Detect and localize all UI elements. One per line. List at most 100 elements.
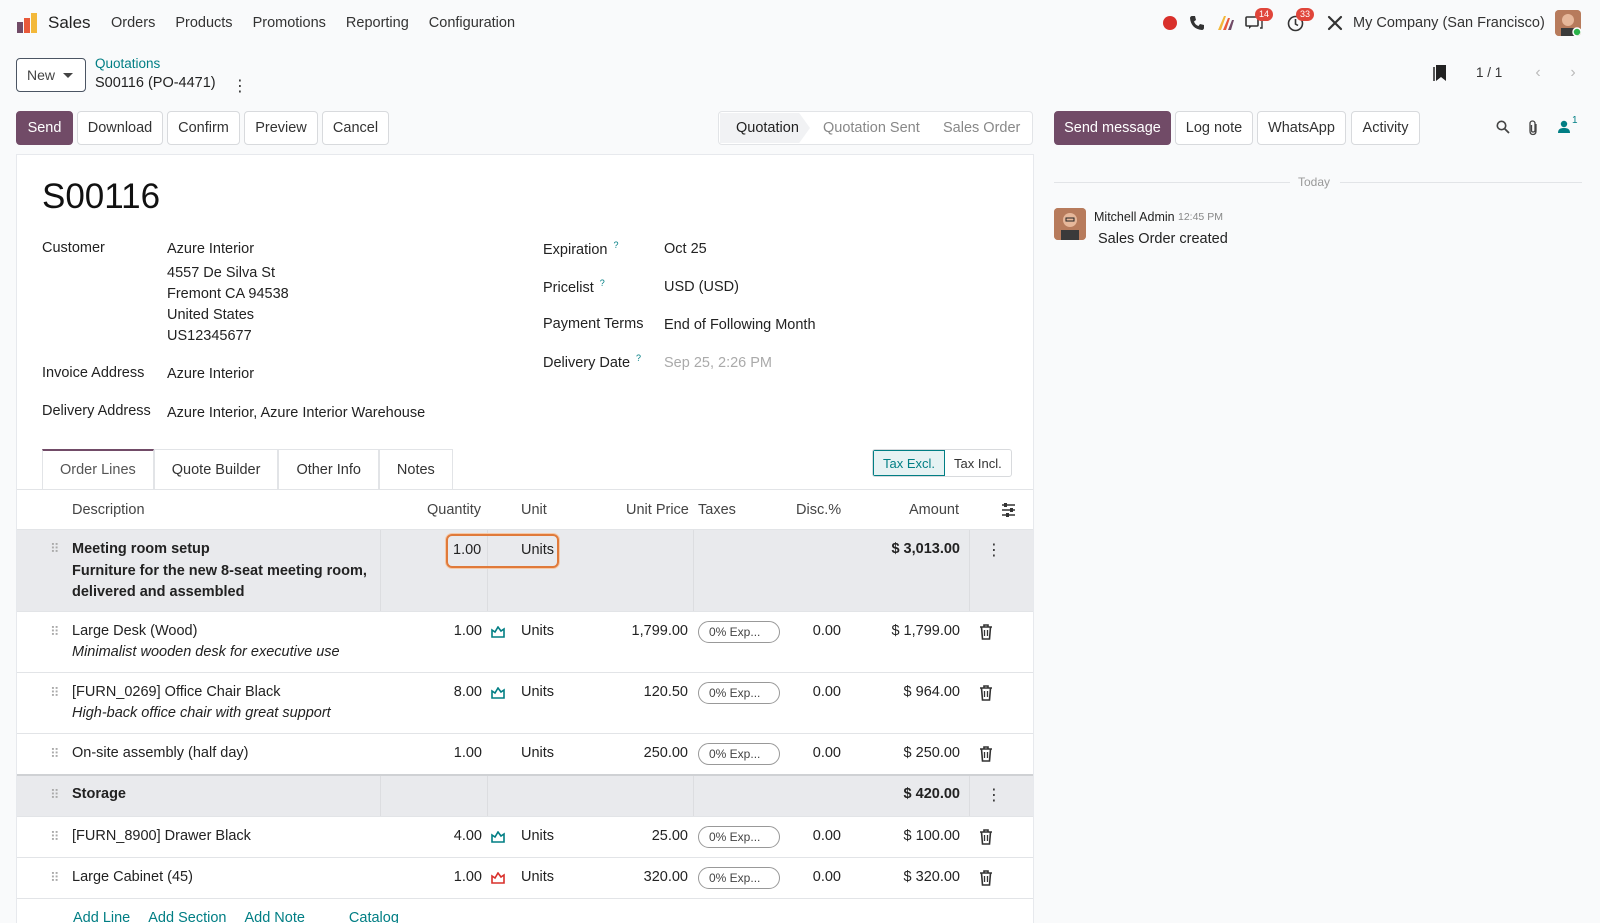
new-button[interactable]: New	[16, 58, 86, 92]
product-name[interactable]: [FURN_8900] Drawer Black	[72, 828, 251, 844]
add-section-link[interactable]: Add Section	[148, 910, 227, 923]
section-qty-unit-editor[interactable]	[446, 534, 559, 568]
delete-line-trash-icon[interactable]	[979, 829, 993, 845]
drag-handle-icon[interactable]: ⠿	[50, 541, 59, 556]
drag-handle-icon[interactable]: ⠿	[50, 829, 59, 844]
activity-clock-icon[interactable]: 33	[1286, 8, 1315, 32]
help-tooltip-icon[interactable]: ?	[599, 278, 605, 288]
breadcrumb-quotations[interactable]: Quotations	[95, 56, 161, 71]
unit-price-cell[interactable]: 320.00	[643, 869, 688, 885]
message-author-avatar[interactable]	[1054, 208, 1086, 240]
tax-tag[interactable]: 0% Exp...	[698, 682, 780, 704]
menu-reporting[interactable]: Reporting	[345, 15, 409, 31]
search-icon[interactable]	[1496, 120, 1510, 134]
unit-price-cell[interactable]: 120.50	[643, 684, 688, 700]
col-quantity[interactable]: Quantity	[427, 502, 481, 518]
payment-terms-field[interactable]: End of Following Month	[664, 317, 816, 333]
drag-handle-icon[interactable]: ⠿	[50, 624, 59, 639]
discount-cell[interactable]: 0.00	[812, 745, 841, 761]
quantity-cell[interactable]: 1.00	[453, 623, 482, 639]
table-row-section[interactable]	[17, 529, 1033, 612]
tax-tag[interactable]: 0% Exp...	[698, 826, 780, 848]
sales-app-icon[interactable]	[16, 12, 38, 34]
tax-excluded-button[interactable]: Tax Excl.	[873, 450, 946, 476]
unit-cell[interactable]: Units	[521, 623, 555, 639]
section-description[interactable]: Furniture for the new 8-seat meeting roo…	[72, 563, 367, 579]
pricelist-field[interactable]: USD (USD)	[664, 279, 739, 295]
section-name[interactable]: Meeting room setup	[72, 541, 210, 557]
attachment-paperclip-icon[interactable]	[1527, 120, 1539, 136]
quantity-cell[interactable]: 4.00	[453, 828, 482, 844]
phone-icon[interactable]	[1188, 14, 1206, 32]
add-note-link[interactable]: Add Note	[244, 910, 305, 923]
help-tooltip-icon[interactable]: ?	[636, 353, 642, 363]
log-note-button[interactable]: Log note	[1175, 111, 1253, 145]
product-description[interactable]: Minimalist wooden desk for executive use	[72, 644, 340, 660]
whatsapp-button[interactable]: WhatsApp	[1257, 111, 1346, 145]
drag-handle-icon[interactable]: ⠿	[50, 787, 59, 802]
product-description[interactable]: High-back office chair with great suppor…	[72, 705, 331, 721]
stock-forecast-icon[interactable]	[491, 831, 505, 843]
table-row[interactable]	[17, 611, 1033, 672]
drag-handle-icon[interactable]: ⠿	[50, 870, 59, 885]
section-description[interactable]: delivered and assembled	[72, 584, 245, 600]
pager-previous-button[interactable]: ‹	[1521, 58, 1555, 88]
drag-handle-icon[interactable]: ⠿	[50, 685, 59, 700]
stock-forecast-icon[interactable]	[491, 687, 505, 699]
col-discount[interactable]: Disc.%	[796, 502, 842, 518]
unit-cell[interactable]: Units	[521, 684, 555, 700]
help-tooltip-icon[interactable]: ?	[613, 240, 619, 250]
unit-cell[interactable]: Units	[521, 828, 555, 844]
quantity-cell[interactable]: 8.00	[453, 684, 482, 700]
tax-tag[interactable]: 0% Exp...	[698, 867, 780, 889]
stock-forecast-icon[interactable]	[491, 626, 505, 638]
recording-icon[interactable]	[1161, 14, 1179, 32]
invoice-address-field[interactable]: Azure Interior	[167, 366, 255, 382]
table-row-section[interactable]	[17, 774, 1033, 816]
product-name[interactable]: On-site assembly (half day)	[72, 745, 249, 761]
menu-products[interactable]: Products	[175, 15, 233, 31]
cancel-button[interactable]: Cancel	[322, 111, 389, 145]
tab-notes[interactable]: Notes	[378, 449, 453, 489]
delete-line-trash-icon[interactable]	[979, 746, 993, 762]
optional-columns-icon[interactable]	[1001, 503, 1016, 517]
delete-line-trash-icon[interactable]	[979, 624, 993, 640]
unit-cell[interactable]: Units	[521, 745, 555, 761]
menu-orders[interactable]: Orders	[111, 15, 156, 31]
status-quotation-sent[interactable]: Quotation Sent	[823, 120, 920, 136]
section-menu-kebab-icon[interactable]: ⋮	[986, 542, 1002, 559]
download-button[interactable]: Download	[77, 111, 163, 145]
user-avatar[interactable]	[1555, 10, 1581, 36]
discount-cell[interactable]: 0.00	[812, 869, 841, 885]
product-name[interactable]: [FURN_0269] Office Chair Black	[72, 684, 281, 700]
company-switcher[interactable]: My Company (San Francisco)	[1353, 15, 1545, 31]
col-unit[interactable]: Unit	[521, 502, 547, 518]
status-sales-order[interactable]: Sales Order	[943, 120, 1021, 136]
col-description[interactable]: Description	[72, 502, 145, 518]
messages-icon[interactable]: 14	[1245, 8, 1274, 32]
table-row[interactable]	[17, 733, 1033, 774]
unit-cell[interactable]: Units	[521, 869, 555, 885]
unit-price-cell[interactable]: 250.00	[643, 745, 688, 761]
followers-button[interactable]: 1	[1557, 115, 1581, 137]
tab-quote-builder[interactable]: Quote Builder	[153, 449, 279, 489]
section-name[interactable]: Storage	[72, 786, 126, 802]
preview-button[interactable]: Preview	[244, 111, 318, 145]
discount-cell[interactable]: 0.00	[812, 828, 841, 844]
tax-included-button[interactable]: Tax Incl.	[954, 455, 1002, 471]
discount-cell[interactable]: 0.00	[812, 684, 841, 700]
add-line-link[interactable]: Add Line	[73, 910, 131, 923]
unit-price-cell[interactable]: 25.00	[651, 828, 688, 844]
pager-value[interactable]: 1 / 1	[1476, 65, 1503, 80]
tab-order-lines[interactable]: Order Lines	[42, 449, 154, 489]
app-name[interactable]: Sales	[48, 13, 91, 32]
discount-cell[interactable]: 0.00	[812, 623, 841, 639]
section-unit-input[interactable]: Units	[521, 542, 555, 558]
confirm-button[interactable]: Confirm	[167, 111, 240, 145]
col-unit-price[interactable]: Unit Price	[626, 502, 689, 518]
quantity-cell[interactable]: 1.00	[453, 745, 482, 761]
delete-line-trash-icon[interactable]	[979, 870, 993, 886]
record-actions-kebab-icon[interactable]: ⋮	[232, 78, 248, 95]
delete-line-trash-icon[interactable]	[979, 685, 993, 701]
product-name[interactable]: Large Desk (Wood)	[72, 623, 198, 639]
